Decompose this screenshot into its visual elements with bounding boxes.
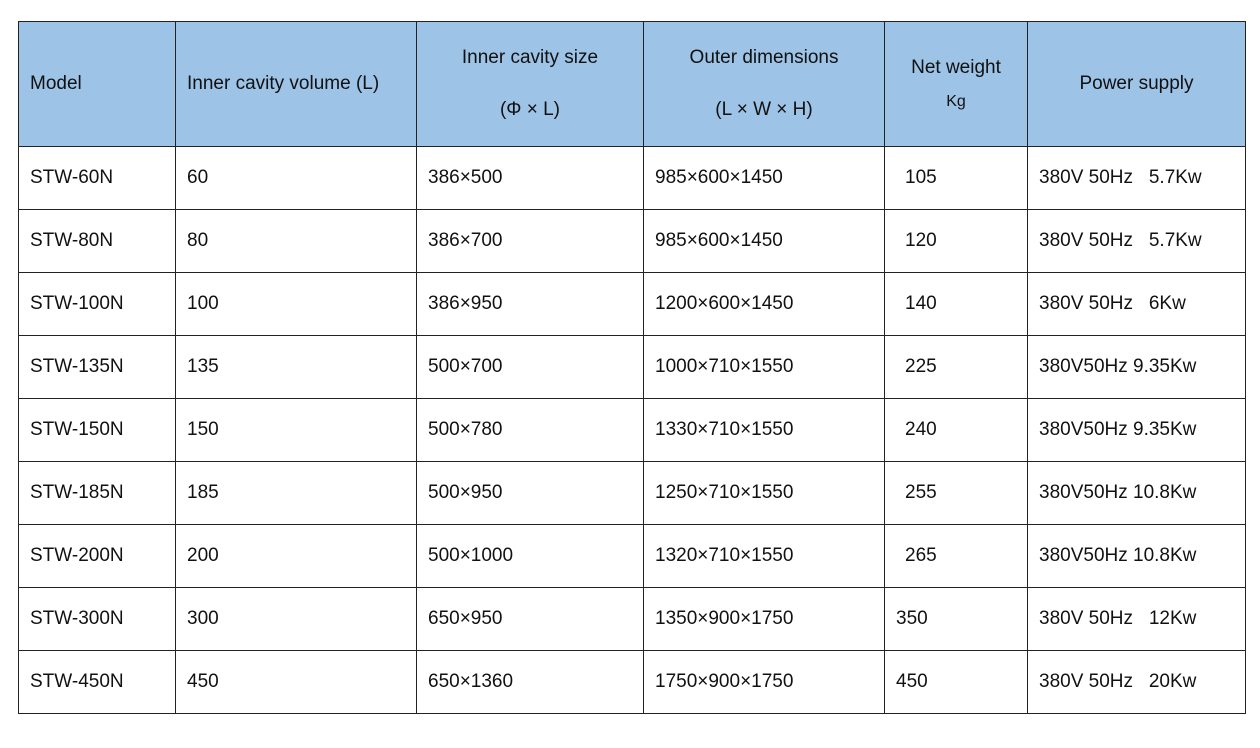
cell-model: STW-80N xyxy=(18,209,176,273)
header-net-weight: Net weight Kg xyxy=(884,21,1028,147)
cell-inner-size: 386×700 xyxy=(416,209,644,273)
cell-net-weight: 225 xyxy=(884,335,1028,399)
cell-outer-dimensions: 985×600×1450 xyxy=(643,146,885,210)
cell-net-weight: 350 xyxy=(884,587,1028,651)
cell-inner-size: 500×700 xyxy=(416,335,644,399)
cell-outer-dimensions: 1320×710×1550 xyxy=(643,524,885,588)
cell-volume: 450 xyxy=(175,650,417,714)
cell-inner-size: 386×500 xyxy=(416,146,644,210)
header-power-supply: Power supply xyxy=(1027,21,1246,147)
cell-model: STW-185N xyxy=(18,461,176,525)
cell-model: STW-150N xyxy=(18,398,176,462)
table-row: STW-135N 135 500×700 1000×710×1550 225 380V50… xyxy=(18,335,1246,399)
cell-model: STW-200N xyxy=(18,524,176,588)
cell-model: STW-300N xyxy=(18,587,176,651)
cell-volume: 100 xyxy=(175,272,417,336)
cell-power-supply: 380V 50Hz 5.7Kw xyxy=(1027,209,1246,273)
cell-outer-dimensions: 1350×900×1750 xyxy=(643,587,885,651)
cell-volume: 135 xyxy=(175,335,417,399)
cell-volume: 60 xyxy=(175,146,417,210)
cell-outer-dimensions: 1330×710×1550 xyxy=(643,398,885,462)
table-row: STW-200N 200 500×1000 1320×710×1550 265 380V5… xyxy=(18,524,1246,588)
cell-power-supply: 380V50Hz 10.8Kw xyxy=(1027,461,1246,525)
table-row: STW-60N 60 386×500 985×600×1450 105 380V 50Hz… xyxy=(18,146,1246,210)
table-row: STW-80N 80 386×700 985×600×1450 120 380V 50Hz… xyxy=(18,209,1246,273)
header-row: Model Inner cavity volume (L) Inner cavi… xyxy=(18,21,1246,147)
header-outer-dimensions-unit: (L × W × H) xyxy=(715,99,813,120)
cell-net-weight: 265 xyxy=(884,524,1028,588)
cell-inner-size: 386×950 xyxy=(416,272,644,336)
header-net-weight-label: Net weight xyxy=(911,57,1001,78)
cell-net-weight: 105 xyxy=(884,146,1028,210)
table-row: STW-185N 185 500×950 1250×710×1550 255 380V50… xyxy=(18,461,1246,525)
header-inner-size-label: Inner cavity size xyxy=(461,47,599,68)
cell-outer-dimensions: 985×600×1450 xyxy=(643,209,885,273)
cell-power-supply: 380V 50Hz 12Kw xyxy=(1027,587,1246,651)
cell-power-supply: 380V 50Hz 5.7Kw xyxy=(1027,146,1246,210)
header-inner-size-unit: (Φ × L) xyxy=(499,99,561,120)
cell-net-weight: 120 xyxy=(884,209,1028,273)
cell-model: STW-450N xyxy=(18,650,176,714)
cell-power-supply: 380V50Hz 9.35Kw xyxy=(1027,398,1246,462)
cell-model: STW-100N xyxy=(18,272,176,336)
table-row: STW-100N 100 386×950 1200×600×1450 140 380V 5… xyxy=(18,272,1246,336)
cell-inner-size: 500×950 xyxy=(416,461,644,525)
header-outer-dimensions-label: Outer dimensions xyxy=(689,47,839,68)
cell-power-supply: 380V 50Hz 6Kw xyxy=(1027,272,1246,336)
cell-inner-size: 500×780 xyxy=(416,398,644,462)
cell-model: STW-135N xyxy=(18,335,176,399)
header-model: Model xyxy=(18,21,176,147)
cell-inner-size: 500×1000 xyxy=(416,524,644,588)
cell-volume: 150 xyxy=(175,398,417,462)
cell-power-supply: 380V50Hz 10.8Kw xyxy=(1027,524,1246,588)
header-net-weight-unit: Kg xyxy=(946,93,966,110)
spec-table: Model Inner cavity volume (L) Inner cavi… xyxy=(18,21,1246,714)
table-row: STW-150N 150 500×780 1330×710×1550 240 380V50… xyxy=(18,398,1246,462)
cell-outer-dimensions: 1200×600×1450 xyxy=(643,272,885,336)
cell-outer-dimensions: 1250×710×1550 xyxy=(643,461,885,525)
cell-inner-size: 650×1360 xyxy=(416,650,644,714)
cell-outer-dimensions: 1750×900×1750 xyxy=(643,650,885,714)
cell-net-weight: 255 xyxy=(884,461,1028,525)
cell-power-supply: 380V50Hz 9.35Kw xyxy=(1027,335,1246,399)
cell-net-weight: 240 xyxy=(884,398,1028,462)
cell-net-weight: 140 xyxy=(884,272,1028,336)
cell-power-supply: 380V 50Hz 20Kw xyxy=(1027,650,1246,714)
cell-volume: 80 xyxy=(175,209,417,273)
cell-inner-size: 650×950 xyxy=(416,587,644,651)
table-row: STW-450N 450 650×1360 1750×900×1750 450 380V … xyxy=(18,650,1246,714)
cell-net-weight: 450 xyxy=(884,650,1028,714)
header-inner-size: Inner cavity size (Φ × L) xyxy=(416,21,644,147)
cell-model: STW-60N xyxy=(18,146,176,210)
cell-outer-dimensions: 1000×710×1550 xyxy=(643,335,885,399)
table-row: STW-300N 300 650×950 1350×900×1750 350 380V 5… xyxy=(18,587,1246,651)
cell-volume: 185 xyxy=(175,461,417,525)
header-volume: Inner cavity volume (L) xyxy=(175,21,417,147)
cell-volume: 300 xyxy=(175,587,417,651)
header-outer-dimensions: Outer dimensions (L × W × H) xyxy=(643,21,885,147)
cell-volume: 200 xyxy=(175,524,417,588)
